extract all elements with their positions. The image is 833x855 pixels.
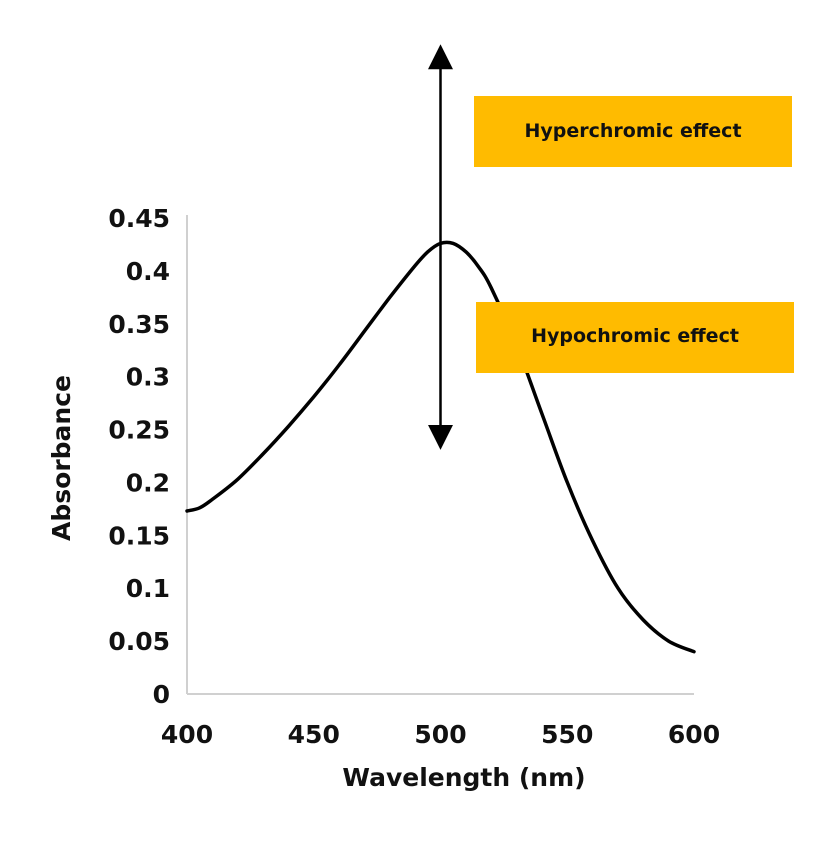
y-tick-label: 0.1 [126, 574, 170, 603]
y-tick-label: 0.25 [108, 416, 170, 445]
y-tick-labels: 0 0.05 0.1 0.15 0.2 0.25 0.3 0.35 0.4 0.45 [108, 204, 170, 709]
y-tick-label: 0.3 [126, 363, 170, 392]
hypochromic-box [476, 302, 794, 373]
y-tick-label: 0.35 [108, 310, 170, 339]
hypochromic-label: Hypochromic effect [531, 325, 739, 347]
hypochromic-callout: Hypochromic effect [476, 302, 794, 373]
hyperchromic-label: Hyperchromic effect [524, 120, 741, 142]
y-axis-title: Absorbance [47, 375, 76, 541]
x-axis-title: Wavelength (nm) [342, 763, 585, 792]
y-tick-label: 0 [153, 680, 170, 709]
y-tick-label: 0.15 [108, 521, 170, 550]
hyperchromic-callout: Hyperchromic effect [474, 96, 792, 167]
x-tick-label: 550 [541, 720, 593, 749]
y-tick-label: 0.05 [108, 627, 170, 656]
x-tick-label: 500 [414, 720, 466, 749]
x-tick-label: 400 [161, 720, 213, 749]
y-tick-label: 0.4 [126, 257, 170, 286]
x-tick-label: 450 [288, 720, 340, 749]
x-tick-labels: 400 450 500 550 600 [161, 720, 720, 749]
y-tick-label: 0.45 [108, 204, 170, 233]
x-tick-label: 600 [668, 720, 720, 749]
axes [186, 215, 694, 695]
y-tick-label: 0.2 [126, 468, 170, 497]
hyperchromic-box [474, 96, 792, 167]
